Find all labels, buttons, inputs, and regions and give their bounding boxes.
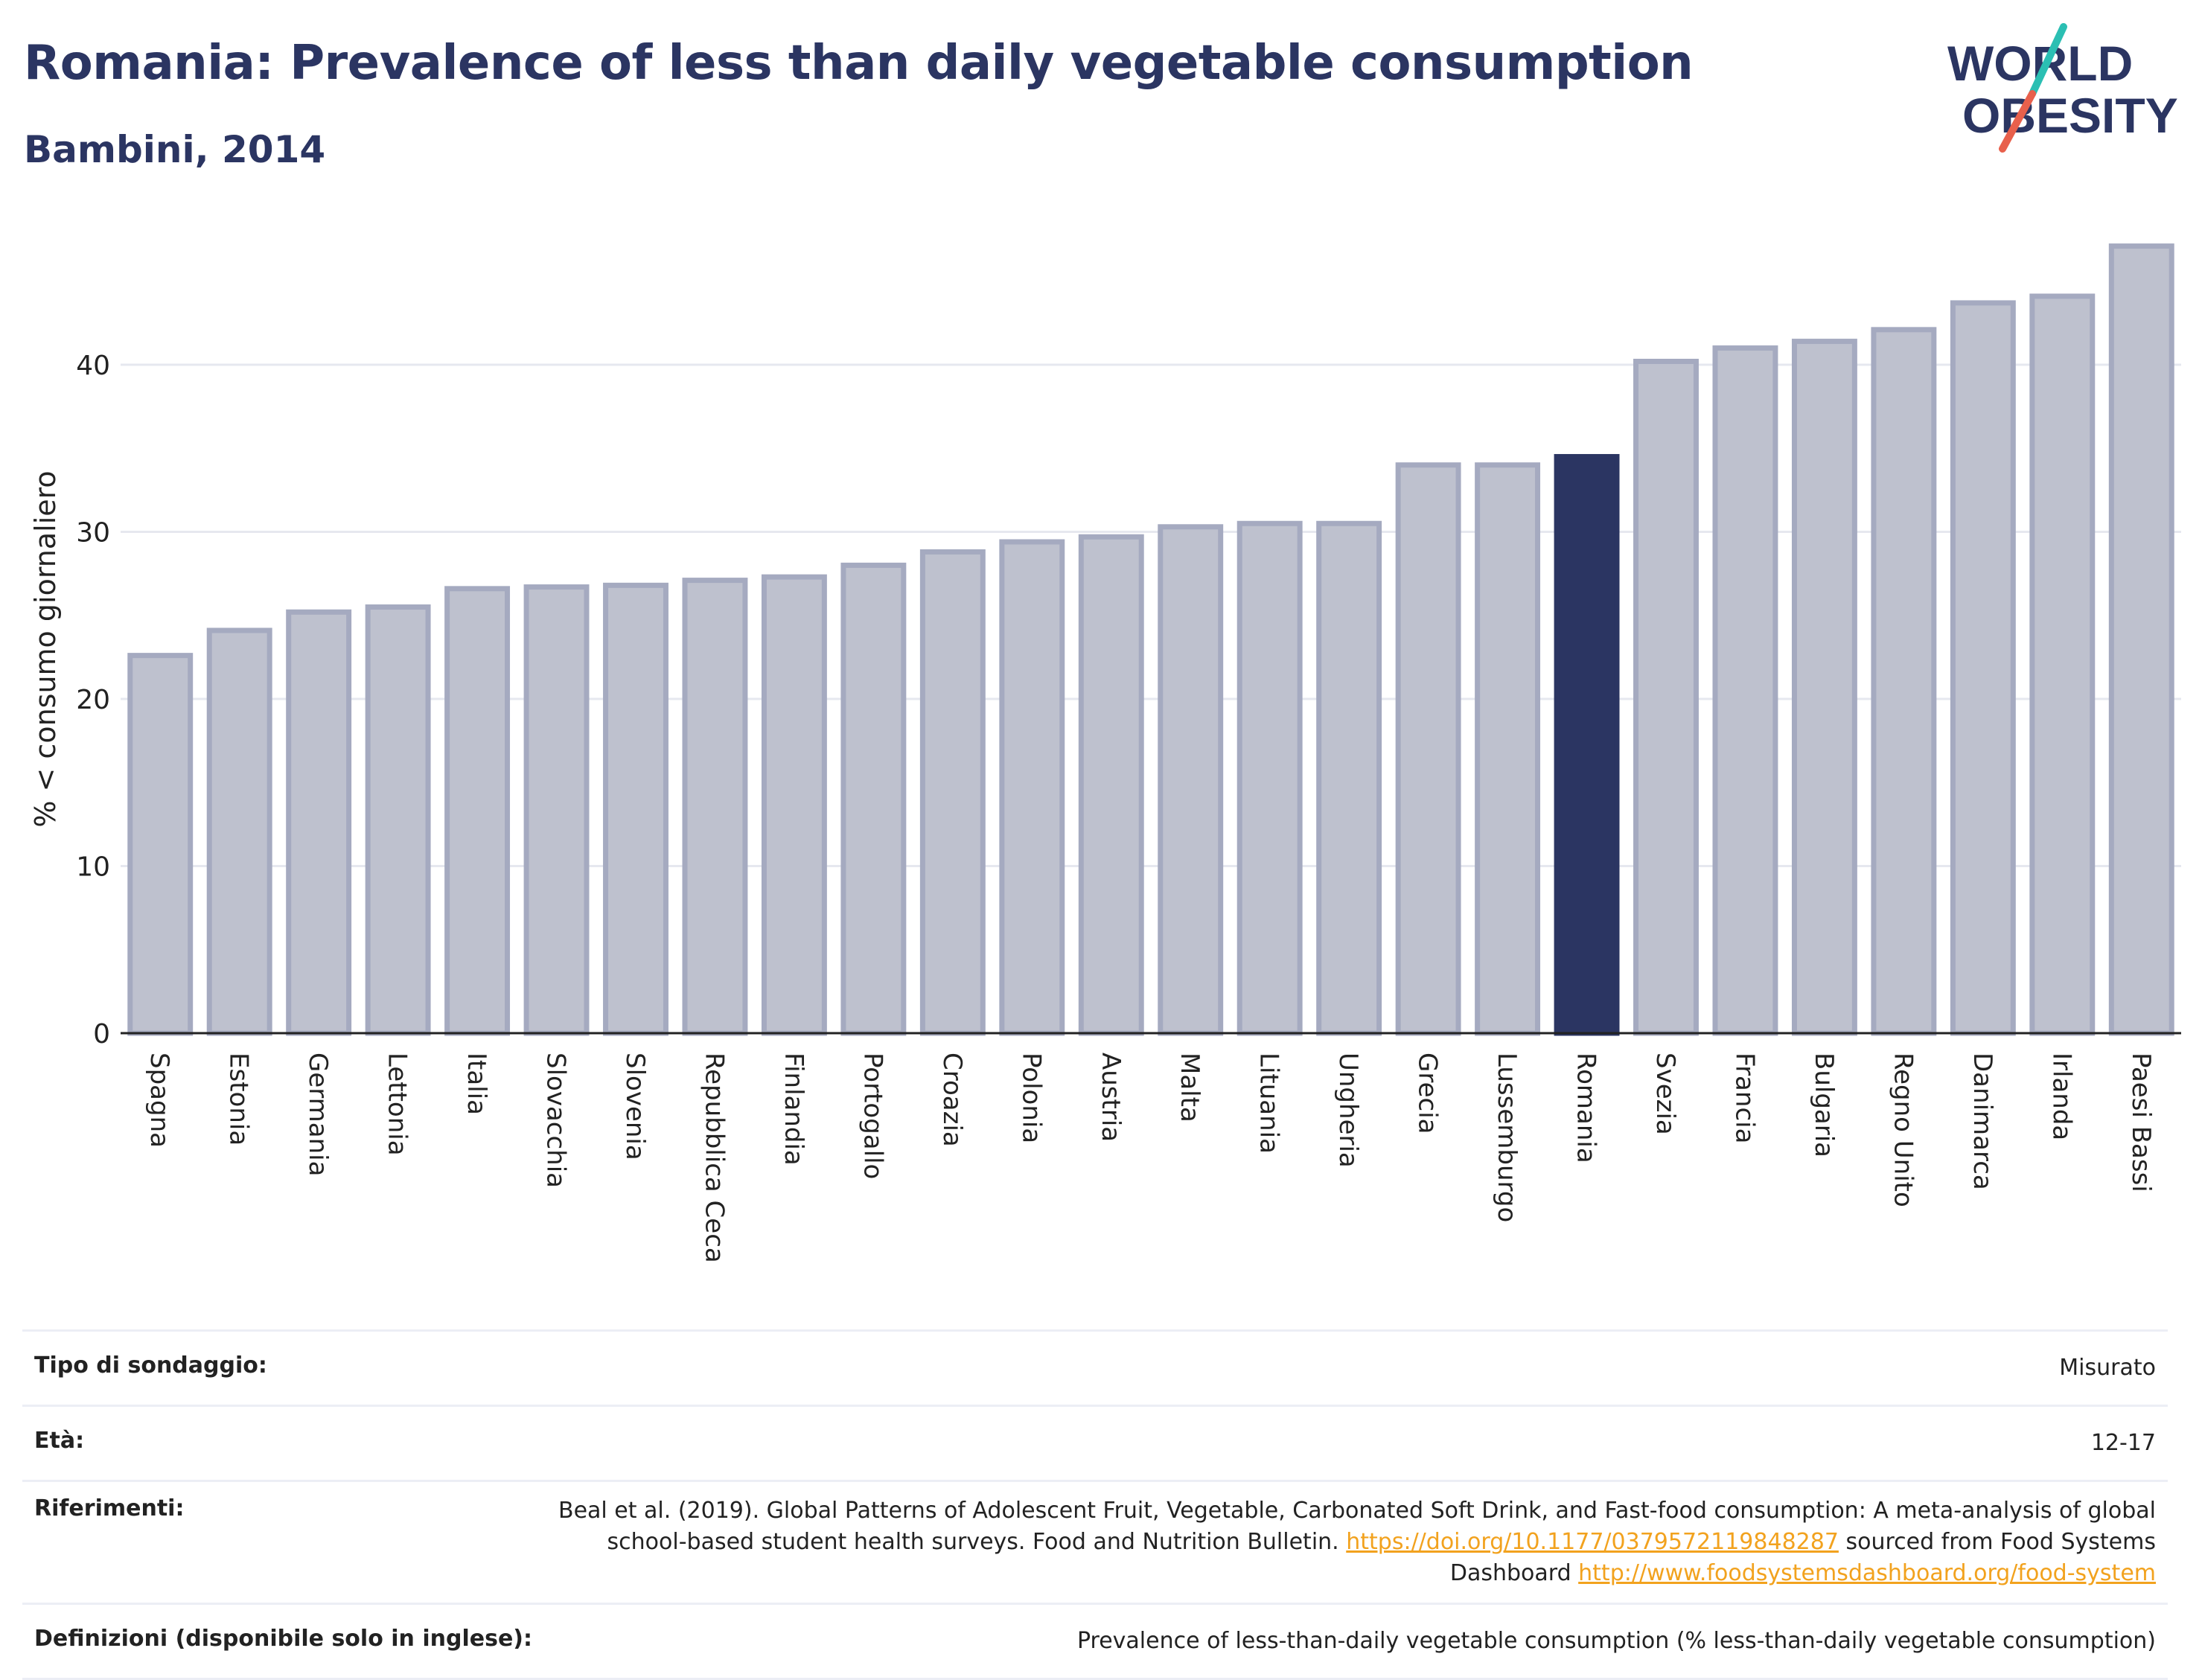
x-tick-label: Lettonia bbox=[383, 1053, 412, 1156]
bar-finlandia bbox=[761, 574, 827, 1036]
doi-link[interactable]: https://doi.org/10.1177/0379572119848287 bbox=[1346, 1529, 1839, 1555]
bar-chart: 0 10 20 30 40 Spagna Estonia Germania Lettonia I… bbox=[29, 243, 2181, 1263]
logo-slash-teal bbox=[2029, 23, 2067, 98]
x-tick-label: Finlandia bbox=[779, 1053, 808, 1166]
bar-irlanda bbox=[2029, 293, 2096, 1036]
dashboard-link[interactable]: http://www.foodsystemsdashboard.org/food… bbox=[1578, 1560, 2156, 1586]
bar-slovenia bbox=[603, 582, 668, 1036]
world-obesity-logo: WORLD OBESITY bbox=[1947, 23, 2178, 153]
info-value: Misurato bbox=[2059, 1355, 2156, 1381]
info-label: Riferimenti: bbox=[34, 1495, 185, 1521]
y-axis-label: % < consumo giornaliero bbox=[29, 470, 62, 827]
bar-danimarca bbox=[1950, 300, 2016, 1036]
chart-title: Romania: Prevalence of less than daily v… bbox=[24, 36, 1694, 91]
info-row-definitions: Definizioni (disponibile solo in inglese… bbox=[22, 1603, 2168, 1680]
bar-francia bbox=[1712, 345, 1778, 1036]
reference-text: Beal et al. (2019). Global Patterns of A… bbox=[558, 1498, 2156, 1555]
x-tick-label: Polonia bbox=[1016, 1053, 1046, 1143]
info-row-references: Riferimenti: Beal et al. (2019). Global … bbox=[22, 1480, 2168, 1603]
x-tick-label: Estonia bbox=[224, 1053, 254, 1146]
bar-ungheria bbox=[1316, 520, 1382, 1036]
y-tick-label: 10 bbox=[76, 852, 110, 883]
reference-text-mid: sourced from Food Systems Dashboard bbox=[1449, 1529, 2156, 1586]
info-label: Definizioni (disponibile solo in inglese… bbox=[34, 1626, 532, 1652]
info-label: Tipo di sondaggio: bbox=[34, 1352, 267, 1379]
x-tick-label: Croazia bbox=[937, 1053, 967, 1147]
bar-polonia bbox=[999, 539, 1065, 1036]
bar-croazia bbox=[919, 549, 986, 1036]
x-tick-label: Lussemburgo bbox=[1492, 1053, 1522, 1222]
bar-bulgaria bbox=[1791, 339, 1857, 1036]
y-tick-label: 30 bbox=[76, 518, 110, 549]
x-tick-label: Irlanda bbox=[2046, 1053, 2076, 1140]
bars bbox=[127, 243, 2174, 1036]
bar-malta bbox=[1158, 524, 1224, 1036]
bar-slovacchia bbox=[523, 584, 590, 1036]
info-value: Beal et al. (2019). Global Patterns of A… bbox=[536, 1482, 2168, 1603]
info-table: Tipo di sondaggio: Misurato Età: 12-17 R… bbox=[22, 1329, 2168, 1680]
x-tick-label: Francia bbox=[1729, 1053, 1759, 1143]
bar-lituania bbox=[1236, 520, 1303, 1036]
x-tick-label: Bulgaria bbox=[1809, 1053, 1839, 1157]
x-tick-label: Germania bbox=[303, 1053, 333, 1176]
x-tick-label: Regno Unito bbox=[1888, 1053, 1918, 1207]
bar-lussemburgo bbox=[1475, 462, 1541, 1036]
bar-germania bbox=[286, 609, 352, 1036]
info-row-survey-type: Tipo di sondaggio: Misurato bbox=[22, 1329, 2168, 1405]
x-tick-label: Lituania bbox=[1254, 1053, 1284, 1154]
y-tick-label: 0 bbox=[93, 1019, 110, 1050]
x-tick-label: Italia bbox=[462, 1053, 491, 1115]
info-row-age: Età: 12-17 bbox=[22, 1405, 2168, 1480]
info-value: 12-17 bbox=[2090, 1430, 2156, 1456]
y-tick-label: 40 bbox=[76, 351, 110, 381]
x-tick-label: Svezia bbox=[1650, 1053, 1680, 1135]
x-tick-label: Romania bbox=[1571, 1053, 1601, 1163]
chart-subtitle: Bambini, 2014 bbox=[24, 128, 326, 171]
info-label: Età: bbox=[34, 1428, 85, 1454]
logo-slash-coral bbox=[1999, 90, 2036, 153]
bar-estonia bbox=[206, 627, 272, 1036]
x-tick-label: Paesi Bassi bbox=[2126, 1053, 2156, 1192]
x-tick-label: Repubblica Ceca bbox=[699, 1053, 729, 1263]
bar-spagna bbox=[127, 653, 194, 1036]
x-tick-label: Spagna bbox=[144, 1053, 174, 1148]
bar-regno-unito bbox=[1871, 327, 1937, 1036]
y-tick-label: 20 bbox=[76, 685, 110, 715]
info-value: Prevalence of less-than-daily vegetable … bbox=[1076, 1628, 2156, 1654]
x-tick-label: Ungheria bbox=[1333, 1053, 1363, 1168]
bar-svezia bbox=[1633, 359, 1699, 1036]
bar-austria bbox=[1078, 534, 1144, 1036]
x-tick-label: Danimarca bbox=[1968, 1053, 1997, 1190]
x-tick-label: Slovenia bbox=[620, 1053, 650, 1160]
x-tick-label: Slovacchia bbox=[541, 1053, 571, 1188]
x-tick-label: Portogallo bbox=[858, 1053, 887, 1179]
bar-romania bbox=[1554, 453, 1620, 1036]
bar-repubblica-ceca bbox=[682, 578, 748, 1036]
logo-text-obesity: OBESITY bbox=[1962, 88, 2178, 143]
bar-grecia bbox=[1395, 462, 1461, 1036]
y-tick-labels: 0 10 20 30 40 bbox=[76, 351, 110, 1050]
x-tick-label: Malta bbox=[1175, 1053, 1204, 1122]
x-tick-label: Austria bbox=[1096, 1053, 1126, 1142]
bar-italia bbox=[444, 586, 511, 1036]
bar-portogallo bbox=[840, 562, 907, 1036]
bar-lettonia bbox=[365, 604, 431, 1036]
x-tick-labels: Spagna Estonia Germania Lettonia Italia Slova… bbox=[144, 1053, 2156, 1263]
x-tick-label: Grecia bbox=[1413, 1053, 1443, 1134]
bar-paesi-bassi bbox=[2108, 243, 2174, 1036]
